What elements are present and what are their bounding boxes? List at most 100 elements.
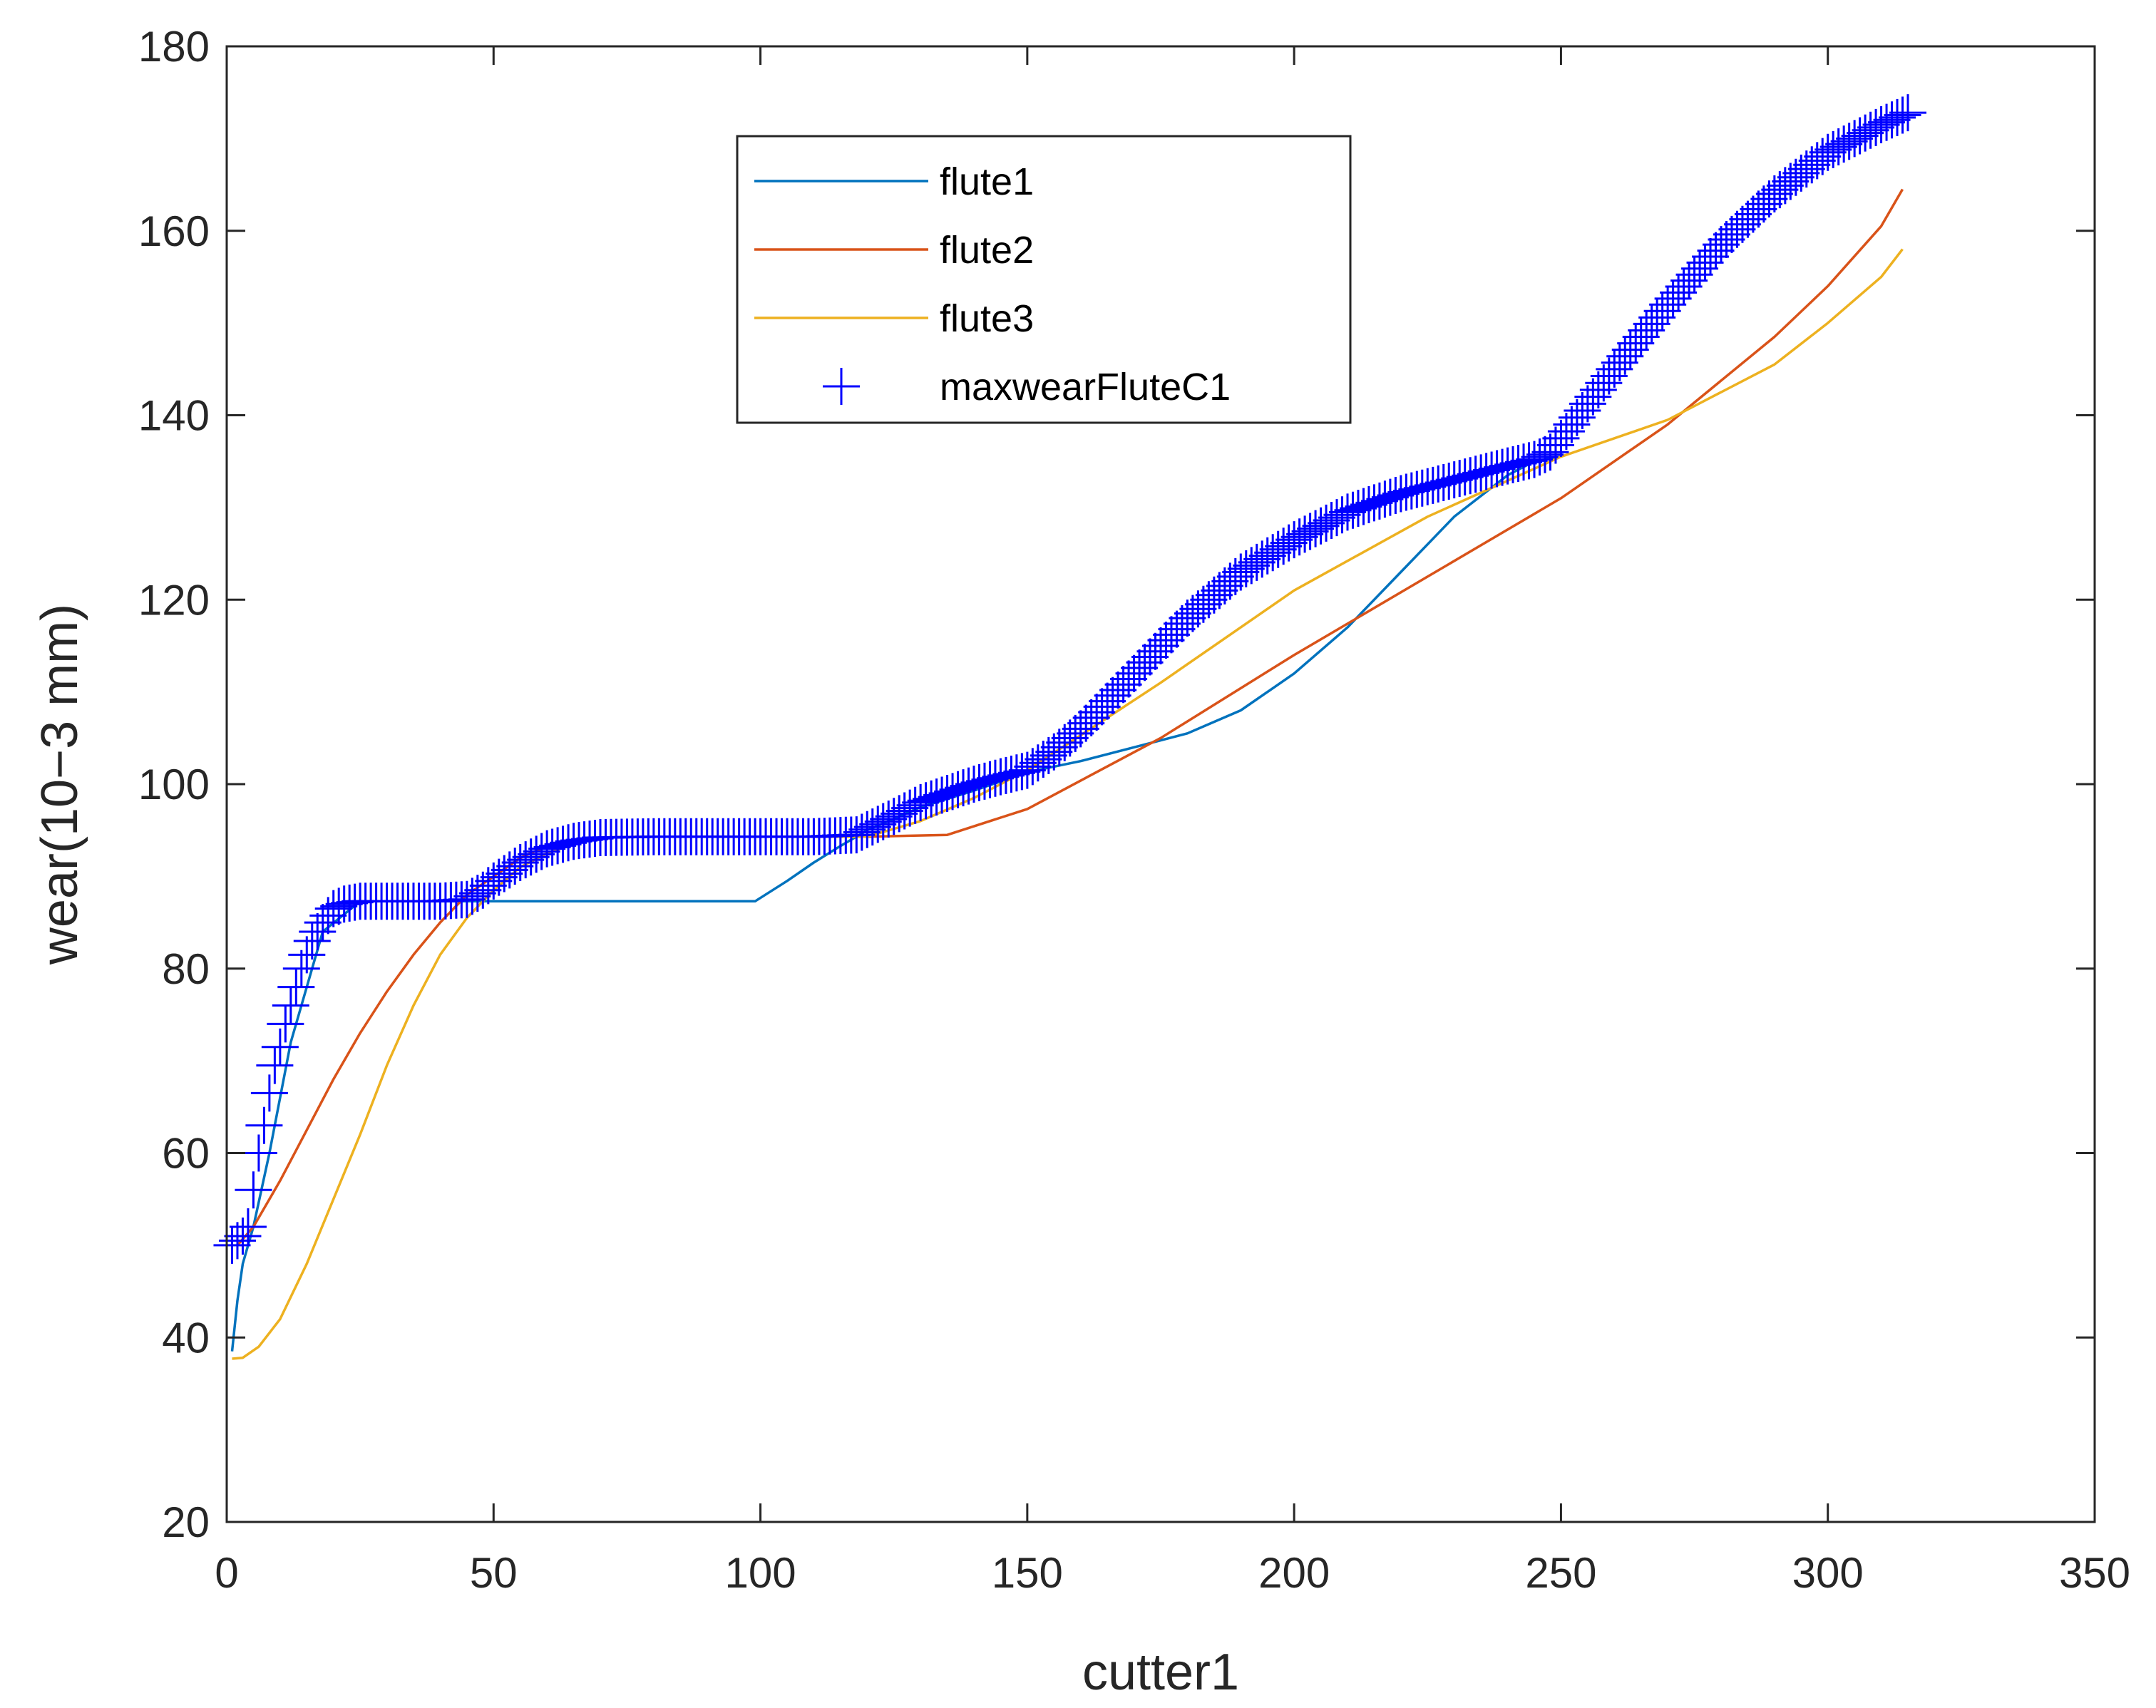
data-point-marker (1046, 724, 1084, 761)
data-point-marker (896, 786, 934, 824)
data-point-marker (240, 1134, 277, 1172)
data-point-marker (1158, 610, 1196, 648)
data-point-marker (1526, 436, 1564, 473)
data-point-marker (1323, 496, 1361, 534)
data-point-marker (1345, 488, 1382, 525)
data-point-marker (1723, 205, 1761, 243)
data-point-marker (1238, 543, 1275, 581)
data-point-marker (1505, 443, 1543, 481)
data-point-marker (475, 862, 513, 900)
data-point-marker (1536, 426, 1574, 464)
data-point-marker (1798, 142, 1836, 180)
data-point-marker (224, 1217, 262, 1255)
data-point-marker (1489, 447, 1526, 485)
data-point-marker (496, 848, 534, 885)
x-tick-label: 50 (470, 1549, 518, 1597)
data-point-marker (1040, 729, 1078, 766)
data-point-marker (1366, 480, 1404, 518)
data-point-marker (1884, 96, 1921, 134)
data-point-marker (1553, 406, 1591, 443)
data-point-marker (1542, 419, 1580, 457)
data-point-marker (992, 756, 1030, 793)
series-markers-maxwearFluteC1 (213, 94, 1926, 1264)
data-point-marker (453, 878, 491, 915)
data-point-marker (299, 913, 337, 950)
data-point-marker (1067, 704, 1105, 742)
data-point-marker (1291, 513, 1329, 550)
data-point-marker (1222, 553, 1260, 591)
legend-label-flute1: flute1 (940, 160, 1034, 203)
data-point-marker (1115, 654, 1153, 692)
data-point-marker (1825, 125, 1863, 163)
data-point-marker (859, 806, 897, 843)
data-point-marker (277, 968, 315, 1006)
data-point-marker (1473, 451, 1511, 489)
data-point-marker (976, 759, 1014, 797)
y-tick-label: 140 (138, 392, 210, 440)
data-point-marker (843, 813, 881, 851)
data-point-marker (1569, 385, 1606, 423)
data-point-marker (1585, 364, 1623, 402)
data-point-marker (1280, 518, 1318, 556)
x-tick-label: 200 (1258, 1549, 1330, 1597)
x-tick-label: 250 (1525, 1549, 1596, 1597)
data-point-marker (1233, 547, 1270, 585)
data-point-marker (891, 789, 929, 827)
data-point-marker (1110, 660, 1148, 698)
data-point-marker (1195, 576, 1233, 614)
data-point-marker (1270, 524, 1308, 562)
data-point-marker (1350, 485, 1387, 523)
data-point-marker (1729, 200, 1767, 238)
data-point-marker (945, 769, 982, 807)
data-point-marker (304, 904, 342, 942)
data-point-marker (1734, 195, 1772, 233)
data-point-marker (870, 800, 908, 838)
data-point-marker (960, 763, 998, 801)
data-point-marker (235, 1171, 272, 1209)
x-tick-label: 100 (725, 1549, 796, 1597)
data-point-marker (507, 841, 545, 879)
data-point-marker (1558, 398, 1596, 436)
data-point-marker (1531, 433, 1569, 471)
x-axis-label: cutter1 (1082, 1644, 1239, 1701)
data-point-marker (1441, 460, 1479, 498)
data-point-marker (282, 950, 320, 987)
data-point-marker (864, 803, 902, 840)
data-point-marker (1713, 215, 1750, 253)
data-point-marker (1104, 666, 1142, 704)
data-point-marker (1377, 477, 1415, 515)
x-tick-label: 0 (215, 1549, 238, 1597)
data-point-marker (1099, 672, 1137, 709)
data-point-marker (1392, 472, 1430, 510)
data-point-marker (1355, 484, 1393, 522)
data-point-marker (528, 830, 566, 868)
data-point-marker (501, 843, 539, 881)
y-tick-label: 160 (138, 207, 210, 255)
data-point-marker (448, 880, 486, 918)
data-point-marker (1334, 491, 1372, 529)
legend-label-flute2: flute2 (940, 229, 1034, 272)
data-point-marker (486, 855, 523, 892)
data-point-marker (1136, 632, 1174, 670)
data-point-marker (1852, 111, 1889, 149)
data-point-marker (923, 776, 961, 814)
data-point-marker (971, 761, 1009, 798)
data-point-marker (1126, 644, 1164, 681)
data-point-marker (1248, 537, 1286, 575)
data-point-marker (544, 825, 582, 863)
data-point-marker (1420, 465, 1457, 503)
y-tick-label: 100 (138, 761, 210, 808)
x-tick-label: 150 (992, 1549, 1063, 1597)
data-point-marker (1510, 442, 1548, 480)
data-point-marker (1308, 504, 1345, 542)
data-point-marker (1868, 103, 1906, 141)
data-point-marker (1254, 534, 1292, 572)
data-point-marker (1703, 226, 1740, 264)
data-point-marker (982, 758, 1020, 796)
data-point-marker (997, 754, 1035, 792)
data-point-marker (523, 833, 560, 870)
data-point-marker (1745, 185, 1782, 223)
data-point-marker (1452, 457, 1489, 495)
data-point-marker (1830, 123, 1868, 160)
data-point-marker (218, 1222, 256, 1260)
